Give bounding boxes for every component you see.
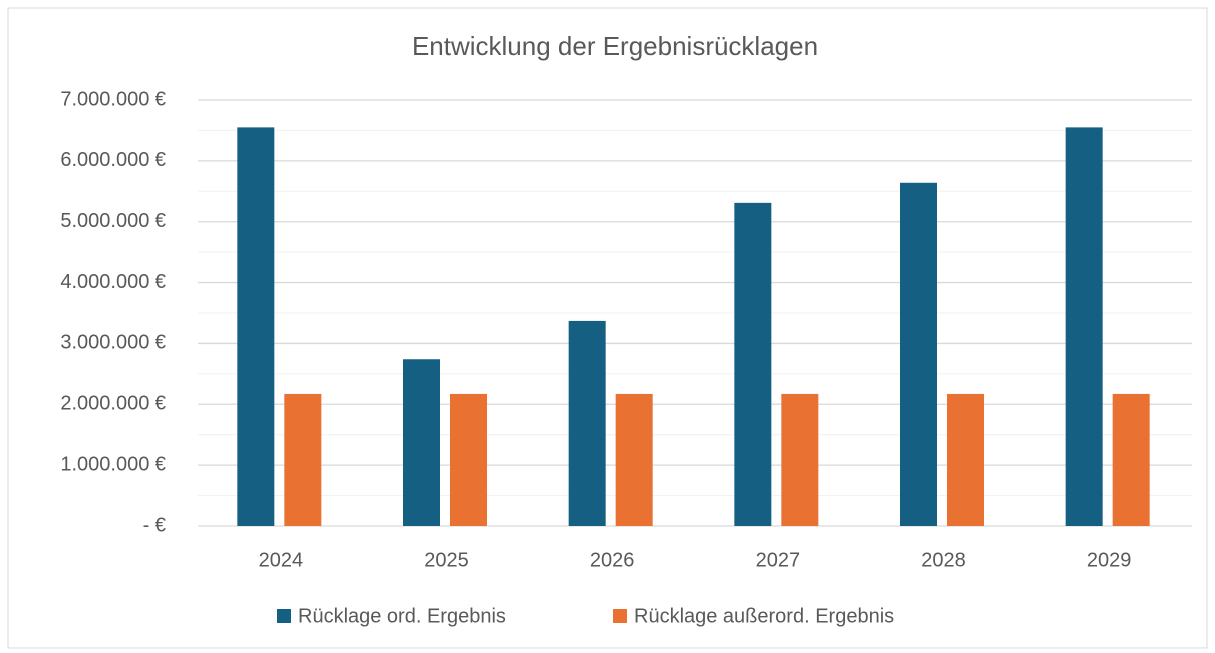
bar: [1112, 393, 1150, 526]
bar: [781, 393, 819, 526]
bar: [947, 393, 984, 526]
bar: [237, 127, 275, 526]
y-tick-label: - €: [143, 514, 166, 536]
chart-frame: [7, 7, 1208, 649]
chart-title: Entwicklung der Ergebnisrücklagen: [412, 31, 818, 61]
legend-label: Rücklage außerord. Ergebnis: [634, 605, 894, 627]
legend-label: Rücklage ord. Ergebnis: [298, 605, 506, 627]
bar: [615, 393, 653, 526]
bar: [450, 393, 487, 526]
x-tick-label: 2026: [590, 549, 635, 571]
y-tick-label: 1.000.000 €: [60, 453, 166, 475]
y-tick-label: 7.000.000 €: [60, 88, 166, 110]
y-tick-label: 6.000.000 €: [60, 149, 166, 171]
x-tick-label: 2024: [259, 549, 304, 571]
x-tick-label: 2028: [921, 549, 966, 571]
legend-swatch: [277, 609, 291, 623]
x-tick-label: 2027: [756, 549, 801, 571]
bar: [568, 320, 606, 526]
legend-swatch: [613, 609, 627, 623]
bar: [403, 359, 440, 526]
bar: [284, 393, 322, 526]
y-tick-label: 4.000.000 €: [60, 271, 166, 293]
y-tick-label: 3.000.000 €: [60, 332, 166, 354]
x-tick-label: 2025: [424, 549, 469, 571]
bar: [900, 182, 937, 526]
bar: [1065, 127, 1103, 526]
y-tick-label: 2.000.000 €: [60, 393, 166, 415]
x-tick-label: 2029: [1087, 549, 1132, 571]
bar: [734, 202, 772, 526]
y-tick-label: 5.000.000 €: [60, 210, 166, 232]
